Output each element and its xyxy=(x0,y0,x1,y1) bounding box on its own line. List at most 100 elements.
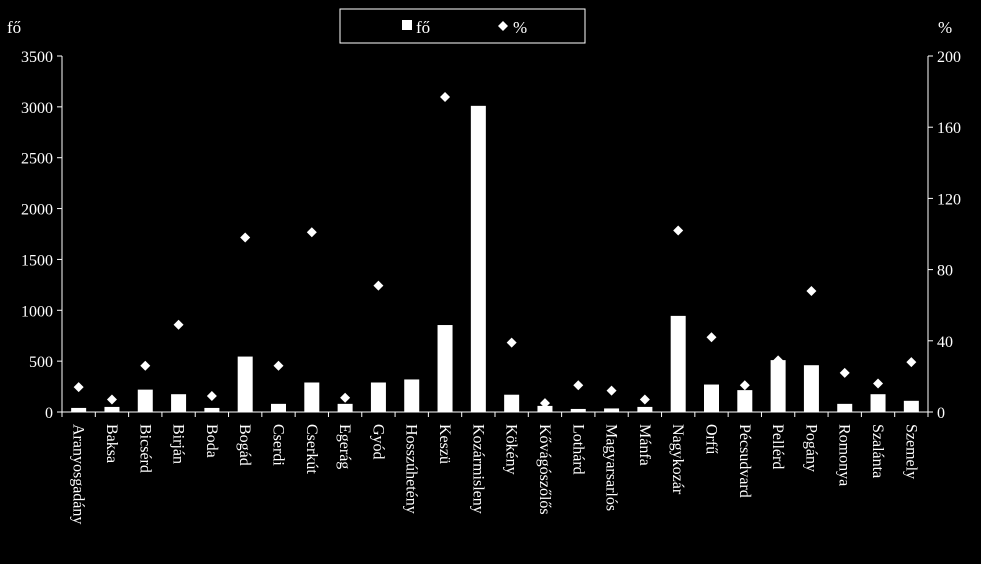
bar xyxy=(204,407,220,412)
bar xyxy=(870,394,886,412)
bar xyxy=(637,406,653,412)
bar xyxy=(770,360,786,412)
right-tick-labels: 0 40 80 120 160 200 xyxy=(937,49,961,422)
x-tick-label: Cserdi xyxy=(270,424,287,466)
x-tick-label: Kökény xyxy=(503,424,520,475)
diamond-marker xyxy=(773,355,784,366)
right-tick-label: 160 xyxy=(937,120,961,137)
x-tick-label: Hosszúhetény xyxy=(403,424,420,514)
diamond-marker xyxy=(306,227,317,238)
bar xyxy=(104,406,120,412)
diamond-marker xyxy=(440,91,451,102)
bar xyxy=(337,403,353,412)
x-tick-label: Romonya xyxy=(836,424,853,486)
x-tick-label: Magyarsarlós xyxy=(603,424,620,511)
bar xyxy=(737,390,753,412)
bar xyxy=(137,389,153,412)
left-tick-label: 3000 xyxy=(21,100,53,117)
bar xyxy=(803,365,819,412)
diamond-marker xyxy=(906,357,917,368)
bar xyxy=(271,403,286,412)
diamond-marker xyxy=(373,280,384,291)
bar xyxy=(470,105,486,412)
diamond-marker xyxy=(839,367,850,378)
bar xyxy=(604,408,620,412)
bar xyxy=(437,325,453,412)
left-tick-label: 0 xyxy=(45,405,53,422)
diamond-marker xyxy=(240,232,251,243)
right-tick-label: 120 xyxy=(937,191,961,208)
right-axis-label: % xyxy=(938,18,952,37)
diamond-marker xyxy=(739,380,750,391)
diamond-marker xyxy=(873,378,884,389)
x-tick-label: Aranyosgadány xyxy=(70,424,87,524)
right-tick-label: 0 xyxy=(937,405,945,422)
x-tick-label: Birján xyxy=(170,424,187,464)
x-tick-label: Kővágószőlős xyxy=(536,424,553,515)
x-tick-label: Szalánta xyxy=(869,424,886,478)
diamond-marker xyxy=(73,382,84,393)
bar xyxy=(71,407,87,412)
left-axis-label: fő xyxy=(7,18,21,37)
x-tick-label: Boda xyxy=(203,424,220,458)
bar xyxy=(903,400,919,412)
x-tick-label: Kozármisleny xyxy=(469,424,486,514)
diamond-marker xyxy=(606,385,617,396)
legend-label-series-1: fő xyxy=(416,18,430,37)
right-tick-label: 200 xyxy=(937,49,961,66)
left-tick-label: 2000 xyxy=(21,202,53,219)
bar xyxy=(570,408,586,412)
diamond-marker xyxy=(539,398,550,409)
left-tick-labels: 0 500 1000 1500 2000 2500 3000 3500 xyxy=(21,49,53,422)
x-tick-label: Bogád xyxy=(236,424,253,466)
x-tick-label: Mánfa xyxy=(636,424,653,466)
right-tick-label: 40 xyxy=(937,334,953,351)
left-tick-label: 1500 xyxy=(21,252,53,269)
x-tick-label: Bicsérd xyxy=(136,424,153,473)
bar xyxy=(171,394,187,412)
x-tick-labels: Aranyosgadány Baksa Bicsérd Birján Boda Bogád… xyxy=(70,424,920,524)
x-tick-label: Gyód xyxy=(369,424,386,460)
diamond-marker xyxy=(340,392,351,403)
diamond-marker xyxy=(140,360,151,371)
bar-series xyxy=(71,105,919,412)
x-tick-label: Cserkút xyxy=(303,424,320,474)
bar xyxy=(404,379,420,412)
diamond-marker xyxy=(273,360,284,371)
legend-label-series-2: % xyxy=(513,18,527,37)
legend: fő % xyxy=(339,8,586,44)
x-tick-label: Pécsudvard xyxy=(736,424,753,498)
diamond-marker xyxy=(806,285,817,296)
left-tick-label: 500 xyxy=(29,354,53,371)
x-tick-label: Nagykozár xyxy=(669,424,686,495)
diamond-marker xyxy=(673,225,684,236)
diamond-marker xyxy=(206,390,217,401)
bar xyxy=(537,405,553,412)
legend-box xyxy=(339,8,586,44)
left-tick-label: 1000 xyxy=(21,303,53,320)
right-tick-label: 80 xyxy=(937,263,953,280)
x-tick-label: Keszü xyxy=(436,424,453,464)
bar xyxy=(670,315,686,412)
x-tick-label: Egerág xyxy=(336,424,353,469)
bar xyxy=(704,384,719,412)
bar xyxy=(304,382,320,412)
diamond-marker xyxy=(639,394,650,405)
bar xyxy=(504,394,520,412)
x-tick-label: Pellérd xyxy=(769,424,786,469)
x-tick-label: Orfű xyxy=(703,424,720,454)
left-tick-label: 3500 xyxy=(21,49,53,66)
marker-series xyxy=(73,91,917,409)
left-tick-label: 2500 xyxy=(21,151,53,168)
diamond-marker xyxy=(573,380,584,391)
bar xyxy=(837,403,853,412)
x-tick-label: Pogány xyxy=(802,424,819,472)
diamond-marker xyxy=(106,394,117,405)
x-tick-label: Lothárd xyxy=(569,424,586,475)
x-tick-label: Szemely xyxy=(902,424,919,479)
x-tick-label: Baksa xyxy=(103,424,120,463)
bar xyxy=(370,382,386,412)
diamond-marker xyxy=(706,332,717,343)
